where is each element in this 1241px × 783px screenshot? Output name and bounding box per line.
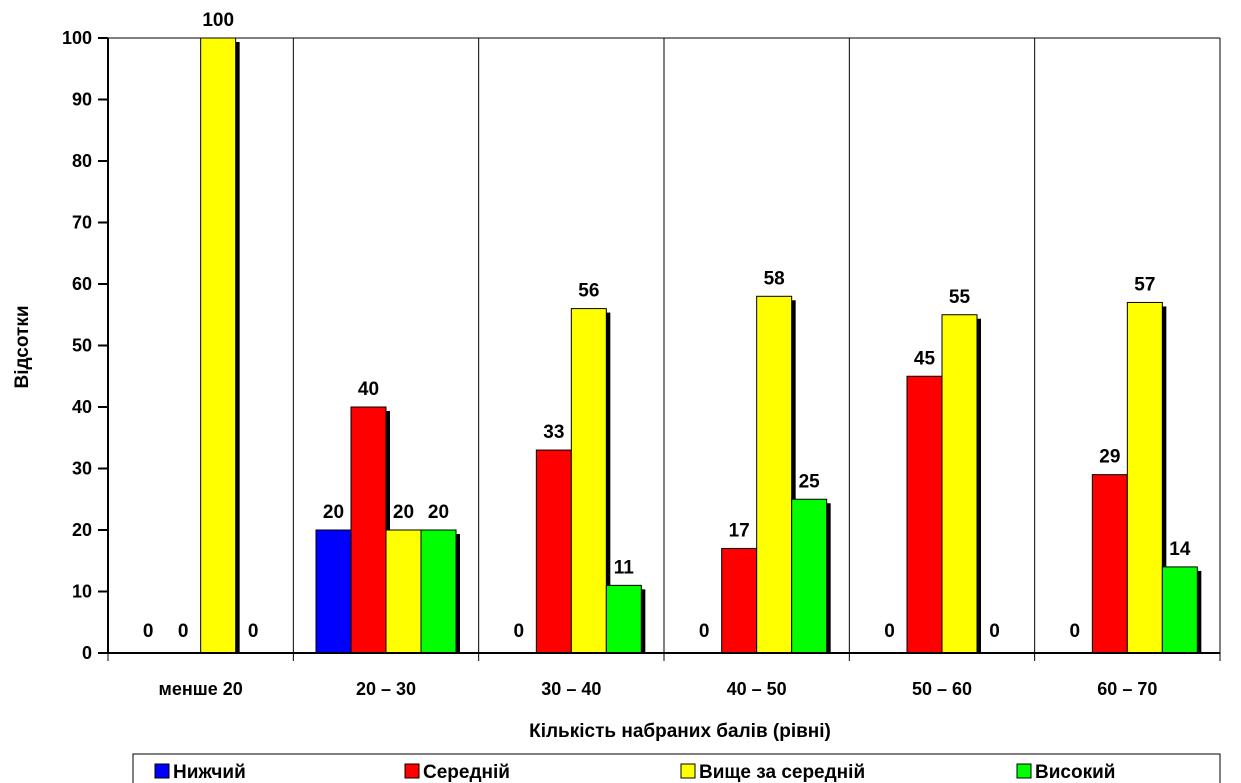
category-label: 40 – 50 (727, 679, 787, 699)
axes: 0 10 20 30 40 50 60 70 80 90 100 (62, 28, 1221, 663)
legend-swatch (154, 763, 170, 779)
bar-Середній (350, 406, 387, 654)
bar-Вище за середній (200, 37, 237, 654)
y-tick-label: 40 (72, 397, 92, 417)
bar-Високий (1161, 566, 1198, 654)
legend-swatch (680, 763, 696, 779)
bar-Вище за середній (756, 295, 793, 654)
bar-Середній (535, 449, 572, 654)
legend-box (132, 753, 1221, 783)
legend-entry: Середній (423, 762, 510, 783)
bar-Середній (1091, 474, 1128, 654)
data-label: 20 (428, 502, 449, 523)
bar-Високий (420, 529, 457, 654)
data-label: 58 (764, 268, 785, 289)
y-tick-label: 90 (72, 90, 92, 110)
data-label: 57 (1134, 274, 1155, 295)
category-label: 50 – 60 (912, 679, 972, 699)
y-tick-label: 80 (72, 151, 92, 171)
data-label: 0 (699, 621, 710, 642)
legend-entry: Високий (1035, 762, 1115, 783)
legend-entry: Нижчий (173, 762, 246, 783)
bar-Високий (791, 498, 828, 654)
legend-swatch (404, 763, 420, 779)
data-label: 29 (1099, 447, 1120, 468)
category-gridlines (108, 37, 1221, 653)
bar-Високий (605, 584, 642, 654)
legend-swatch (1016, 763, 1032, 779)
data-label: 0 (178, 621, 189, 642)
data-label: 55 (949, 287, 971, 308)
category-label: 30 – 40 (541, 679, 601, 699)
y-tick-label: 100 (62, 28, 92, 48)
bar-Середній (721, 547, 758, 654)
data-label: 40 (358, 379, 379, 400)
data-label: 14 (1169, 539, 1191, 560)
category-label: менше 20 (159, 679, 243, 699)
bar-Середній (906, 375, 943, 654)
bar-Вище за середній (941, 314, 978, 654)
data-label: 45 (914, 348, 936, 369)
data-label: 0 (248, 621, 259, 642)
y-tick-label: 0 (82, 643, 92, 663)
data-label: 0 (1070, 621, 1081, 642)
y-tick-label: 30 (72, 459, 92, 479)
data-label: 17 (729, 520, 750, 541)
y-tick-label: 20 (72, 520, 92, 540)
data-label: 11 (614, 557, 635, 578)
bar-Нижчий (315, 529, 352, 654)
data-label: 100 (202, 10, 234, 31)
legend-entry: Вище за середній (699, 762, 865, 783)
bar-Вище за середній (385, 529, 422, 654)
y-tick-label: 50 (72, 336, 92, 356)
y-axis-title: Відсотки (12, 305, 33, 388)
data-labels: 0 0 100 0 менше 20 20 40 20 20 20 – 30 0 33 56 11 30 –… (143, 10, 1191, 699)
data-label: 20 (393, 502, 414, 523)
x-axis-title: Кількість набраних балів (рівні) (529, 721, 831, 742)
data-label: 20 (323, 502, 344, 523)
bar-Вище за середній (570, 308, 607, 654)
data-label: 25 (799, 471, 821, 492)
data-label: 0 (989, 621, 1000, 642)
bar-Вище за середній (1126, 301, 1163, 654)
data-label: 0 (884, 621, 895, 642)
data-label: 0 (143, 621, 154, 642)
data-label: 56 (578, 281, 599, 302)
data-label: 33 (543, 422, 564, 443)
y-tick-label: 70 (72, 213, 92, 233)
data-label: 0 (514, 621, 525, 642)
category-label: 20 – 30 (356, 679, 416, 699)
category-label: 60 – 70 (1097, 679, 1157, 699)
legend: Нижчий Середній Вище за середній Високий (132, 753, 1221, 783)
y-tick-label: 60 (72, 274, 92, 294)
bars (200, 37, 1202, 654)
y-tick-label: 10 (72, 582, 92, 602)
